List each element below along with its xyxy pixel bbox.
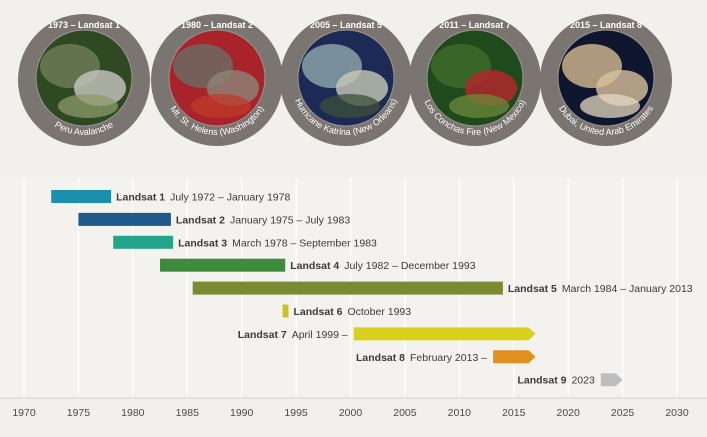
mission-label: Landsat 8 February 2013 – [356, 352, 487, 364]
x-tick-label: 2010 [448, 407, 472, 419]
mission-row: Landsat 8 February 2013 – [356, 350, 536, 364]
mission-dates: February 2013 – [410, 352, 487, 364]
mission-dates: July 1972 – January 1978 [170, 192, 290, 204]
x-tick-label: 1995 [284, 407, 308, 419]
badge-year-label: 2015 – Landsat 8 [570, 20, 642, 30]
mission-row: Landsat 6 October 1993 [282, 304, 411, 318]
mission-row: Landsat 1 July 1972 – January 1978 [51, 190, 290, 204]
mission-label: Landsat 3 March 1978 – September 1983 [178, 237, 377, 249]
mission-bar [353, 327, 536, 341]
x-tick-label: 1985 [176, 407, 200, 419]
mission-label: Landsat 9 2023 [517, 375, 595, 387]
mission-row: Landsat 5 March 1984 – January 2013 [192, 281, 693, 295]
mission-bar [282, 304, 289, 318]
badge: 1980 – Landsat 2Mt. St. Helens (Washingt… [151, 14, 283, 146]
badge-year-label: 1973 – Landsat 1 [48, 20, 120, 30]
mission-name: Landsat 6 [293, 306, 342, 318]
badge-year-label: 2005 – Landsat 5 [310, 20, 382, 30]
x-tick-label: 2020 [556, 407, 580, 419]
x-tick-label: 2000 [339, 407, 363, 419]
mission-dates: July 1982 – December 1993 [344, 260, 475, 272]
satellite-image [427, 30, 523, 126]
mission-dates: October 1993 [347, 306, 411, 318]
mission-name: Landsat 5 [508, 283, 557, 295]
mission-row: Landsat 3 March 1978 – September 1983 [113, 235, 377, 249]
mission-bar [600, 373, 623, 387]
mission-dates: April 1999 – [292, 329, 348, 341]
x-tick-label: 2030 [665, 407, 689, 419]
badge-year-label: 1980 – Landsat 2 [181, 20, 253, 30]
x-tick-label: 1970 [12, 407, 36, 419]
mission-name: Landsat 8 [356, 352, 405, 364]
mission-dates: March 1978 – September 1983 [232, 237, 377, 249]
satellite-image [169, 30, 265, 126]
mission-dates: March 1984 – January 2013 [562, 283, 693, 295]
mission-bar [51, 190, 112, 203]
mission-bar [160, 258, 286, 272]
mission-name: Landsat 9 [517, 375, 566, 387]
mission-row: Landsat 7 April 1999 – [238, 327, 536, 341]
x-tick-label: 2025 [611, 407, 635, 419]
mission-dates: January 1975 – July 1983 [230, 214, 350, 226]
x-tick-label: 1975 [67, 407, 91, 419]
mission-row: Landsat 4 July 1982 – December 1993 [160, 258, 476, 272]
mission-row: Landsat 2 January 1975 – July 1983 [78, 212, 350, 226]
mission-bar [113, 235, 174, 249]
mission-label: Landsat 5 March 1984 – January 2013 [508, 283, 693, 295]
mission-bar [78, 212, 171, 226]
mission-bars: Landsat 1 July 1972 – January 1978Landsat… [51, 190, 693, 387]
badge-year-label: 2011 – Landsat 7 [439, 20, 511, 30]
mission-label: Landsat 6 October 1993 [293, 306, 411, 318]
mission-name: Landsat 4 [290, 260, 339, 272]
x-tick-label: 2015 [502, 407, 526, 419]
mission-label: Landsat 1 July 1972 – January 1978 [116, 192, 290, 204]
mission-name: Landsat 1 [116, 192, 165, 204]
mission-name: Landsat 2 [176, 214, 225, 226]
mission-bar [192, 281, 503, 295]
mission-dates: 2023 [571, 375, 595, 387]
mission-name: Landsat 3 [178, 237, 227, 249]
mission-bar [493, 350, 536, 364]
x-tick-label: 1980 [121, 407, 145, 419]
x-tick-label: 1990 [230, 407, 254, 419]
mission-row: Landsat 9 2023 [517, 373, 623, 387]
mission-name: Landsat 7 [238, 329, 287, 341]
mission-label: Landsat 4 July 1982 – December 1993 [290, 260, 476, 272]
x-axis-ticks: 1970 1975 1980 1985 1990 1995 2000 2005 2010 2015… [12, 407, 689, 419]
mission-label: Landsat 2 January 1975 – July 1983 [176, 214, 350, 226]
mission-label: Landsat 7 April 1999 – [238, 329, 348, 341]
satellite-image [36, 30, 132, 126]
x-tick-label: 2005 [393, 407, 417, 419]
satellite-image [298, 30, 394, 126]
satellite-image [558, 30, 654, 126]
